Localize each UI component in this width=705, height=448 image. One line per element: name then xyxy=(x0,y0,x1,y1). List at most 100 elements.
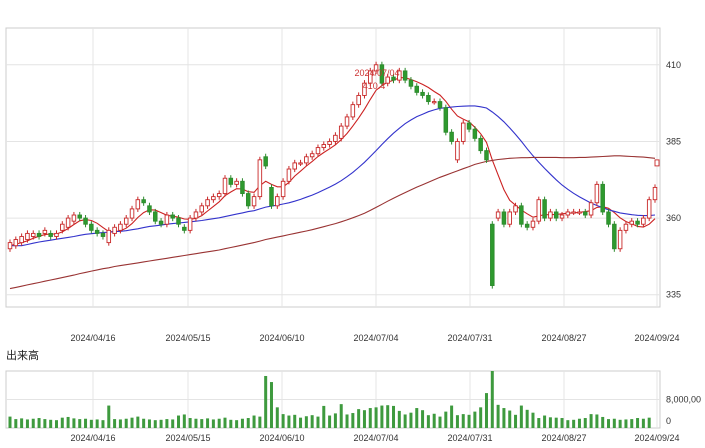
volume-bar xyxy=(147,419,151,428)
candle-body xyxy=(153,211,158,222)
volume-bar xyxy=(339,404,343,428)
candle-body xyxy=(135,199,141,210)
moving-average-line-3 xyxy=(9,155,656,290)
volume-bar xyxy=(461,414,465,428)
candle-body xyxy=(606,211,611,225)
volume-bar xyxy=(101,420,105,428)
volume-bar xyxy=(519,405,523,428)
candle-body xyxy=(408,79,414,87)
volume-bar xyxy=(211,419,215,428)
volume-bar xyxy=(514,414,518,428)
volume-bar xyxy=(269,382,273,428)
volume-bar xyxy=(455,415,459,428)
volume-bar xyxy=(432,413,436,428)
price-x-tick-label: 2024/08/27 xyxy=(541,333,586,343)
candle-body xyxy=(94,229,100,234)
price-x-tick-label: 2024/04/16 xyxy=(70,333,115,343)
volume-bar xyxy=(246,418,250,428)
volume-bar xyxy=(525,409,529,428)
volume-bar xyxy=(601,416,605,428)
price-x-tick-label: 2024/07/31 xyxy=(447,333,492,343)
candle-body xyxy=(263,156,268,167)
candle-body xyxy=(298,162,303,165)
candle-body xyxy=(460,122,466,142)
volume-bar xyxy=(426,415,430,428)
candle-body xyxy=(385,76,390,84)
volume-bar xyxy=(223,417,227,428)
volume-bar xyxy=(84,418,88,428)
candle-body xyxy=(577,211,582,214)
last-price-marker xyxy=(654,159,660,167)
candle-body xyxy=(635,220,640,225)
volume-bar xyxy=(595,414,599,428)
price-y-tick-label: 410 xyxy=(666,60,681,70)
volume-bar xyxy=(60,417,64,428)
volume-bar xyxy=(636,418,640,428)
candle-body xyxy=(507,211,512,225)
volume-axis-ticks: 2024/04/16 2024/05/15 2024/06/10 2024/07/04… xyxy=(70,395,701,444)
volume-bar xyxy=(421,410,425,428)
volume-bar xyxy=(351,413,355,428)
volume-bar xyxy=(392,405,396,428)
candle-body xyxy=(54,232,59,237)
price-y-tick-label: 385 xyxy=(666,136,681,146)
volume-chart-title: 出来高 xyxy=(6,348,39,362)
candle-body xyxy=(257,159,263,198)
candle-body xyxy=(269,186,274,207)
volume-bar xyxy=(240,418,244,428)
candle-body xyxy=(228,177,234,185)
candle-body xyxy=(373,64,379,72)
volume-bar xyxy=(287,415,291,428)
candle-body xyxy=(612,223,617,250)
candle-body xyxy=(350,104,356,118)
volume-bar xyxy=(43,419,47,428)
candle-body xyxy=(455,140,460,161)
volume-x-tick-label: 2024/06/10 xyxy=(259,433,304,443)
volume-x-tick-label: 2024/05/15 xyxy=(165,433,210,443)
candle-body xyxy=(30,232,36,237)
volume-bar xyxy=(589,414,593,428)
candle-body xyxy=(280,180,286,198)
candle-body xyxy=(292,162,297,170)
volume-bar xyxy=(206,418,210,428)
volume-bar xyxy=(293,414,297,428)
candle-body xyxy=(170,214,175,219)
candle-body xyxy=(327,140,332,145)
candle-body xyxy=(426,95,431,103)
candle-body xyxy=(309,153,315,158)
price-y-tick-label: 335 xyxy=(666,290,681,300)
candle-body xyxy=(245,193,251,207)
candle-body xyxy=(344,116,350,127)
volume-bar xyxy=(618,419,622,428)
volume-bar xyxy=(467,414,471,428)
candle-body xyxy=(240,180,245,195)
volume-bar xyxy=(217,418,221,428)
volume-bar xyxy=(66,416,70,428)
price-plot-border xyxy=(5,27,661,308)
candle-body xyxy=(77,214,82,219)
candle-body xyxy=(431,101,437,104)
candle-body xyxy=(623,223,629,231)
volume-bar xyxy=(200,419,204,428)
candle-body xyxy=(65,217,71,228)
volume-bar xyxy=(177,415,181,428)
volume-bar xyxy=(20,418,24,428)
volume-bar xyxy=(95,419,99,428)
volume-bar xyxy=(72,418,76,428)
candle-body xyxy=(123,217,129,225)
volume-bar xyxy=(357,409,361,428)
volume-bar xyxy=(450,405,454,428)
volume-bars xyxy=(8,371,651,428)
candle-body xyxy=(379,64,385,84)
candle-body xyxy=(141,199,146,204)
candle-body xyxy=(286,168,292,182)
candle-body xyxy=(321,144,327,149)
volume-bar xyxy=(275,407,279,428)
candle-body xyxy=(594,183,600,204)
candle-body xyxy=(356,95,361,106)
volume-bar xyxy=(188,418,192,428)
candle-body xyxy=(559,214,565,219)
candle-body xyxy=(158,220,164,225)
candle-body xyxy=(234,180,239,185)
